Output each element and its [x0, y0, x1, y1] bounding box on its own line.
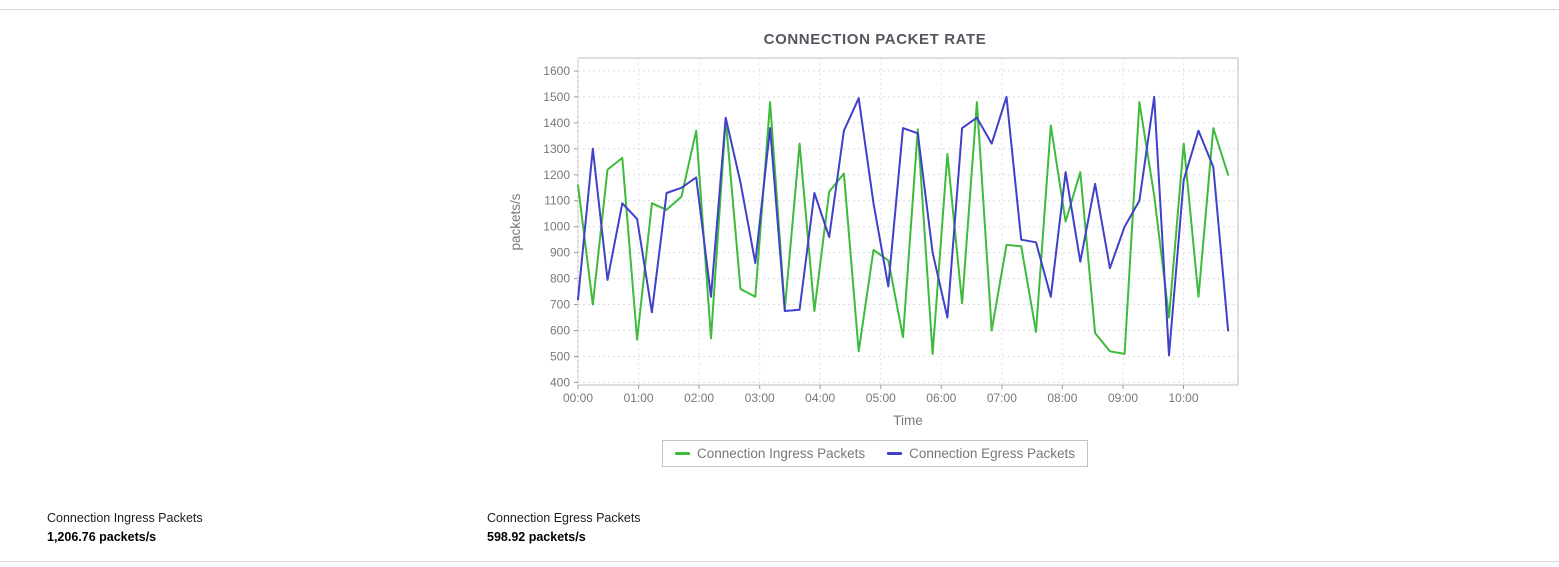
chart-title: CONNECTION PACKET RATE — [763, 31, 987, 48]
svg-text:04:00: 04:00 — [805, 391, 835, 405]
chart-legend: Connection Ingress Packets Connection Eg… — [495, 440, 1255, 467]
svg-text:800: 800 — [550, 272, 570, 286]
svg-text:1500: 1500 — [543, 90, 570, 104]
svg-text:600: 600 — [550, 324, 570, 338]
svg-text:09:00: 09:00 — [1108, 391, 1138, 405]
svg-text:06:00: 06:00 — [926, 391, 956, 405]
svg-text:400: 400 — [550, 375, 570, 389]
svg-text:Time: Time — [893, 413, 923, 428]
svg-text:1600: 1600 — [543, 64, 570, 78]
packet-rate-chart: 400 500 600 700 800 900 1000 1100 1200 1300 1400 15… — [495, 50, 1255, 432]
svg-text:1400: 1400 — [543, 116, 570, 130]
svg-text:01:00: 01:00 — [624, 391, 654, 405]
stat-egress: Connection Egress Packets 598.92 packets… — [487, 509, 641, 547]
svg-text:500: 500 — [550, 350, 570, 364]
svg-text:700: 700 — [550, 298, 570, 312]
svg-text:10:00: 10:00 — [1168, 391, 1198, 405]
legend-label-egress: Connection Egress Packets — [909, 446, 1075, 461]
svg-text:03:00: 03:00 — [745, 391, 775, 405]
legend-label-ingress: Connection Ingress Packets — [697, 446, 866, 461]
legend-item-ingress: Connection Ingress Packets — [675, 446, 865, 461]
stat-ingress: Connection Ingress Packets 1,206.76 pack… — [47, 509, 203, 547]
svg-text:packets/s: packets/s — [508, 193, 523, 250]
stat-egress-label: Connection Egress Packets — [487, 511, 641, 525]
stat-ingress-value: 1,206.76 packets/s — [47, 530, 157, 544]
svg-text:07:00: 07:00 — [987, 391, 1017, 405]
svg-text:05:00: 05:00 — [866, 391, 896, 405]
svg-text:02:00: 02:00 — [684, 391, 714, 405]
svg-text:1300: 1300 — [543, 142, 570, 156]
egress-line-swatch-icon — [887, 452, 903, 455]
ingress-line-swatch-icon — [675, 452, 691, 455]
svg-text:08:00: 08:00 — [1047, 391, 1077, 405]
legend-box: Connection Ingress Packets Connection Eg… — [662, 440, 1088, 467]
stat-egress-value: 598.92 packets/s — [487, 530, 586, 544]
chart-canvas: 400 500 600 700 800 900 1000 1100 1200 1300 1400 15… — [508, 57, 1239, 428]
svg-text:900: 900 — [550, 246, 570, 260]
panel-top-border — [0, 9, 1559, 10]
svg-text:1200: 1200 — [543, 168, 570, 182]
svg-text:00:00: 00:00 — [563, 391, 593, 405]
stat-ingress-label: Connection Ingress Packets — [47, 511, 203, 525]
svg-text:1100: 1100 — [544, 194, 570, 208]
panel-bottom-border — [0, 561, 1559, 562]
svg-text:1000: 1000 — [543, 220, 570, 234]
legend-item-egress: Connection Egress Packets — [887, 446, 1075, 461]
